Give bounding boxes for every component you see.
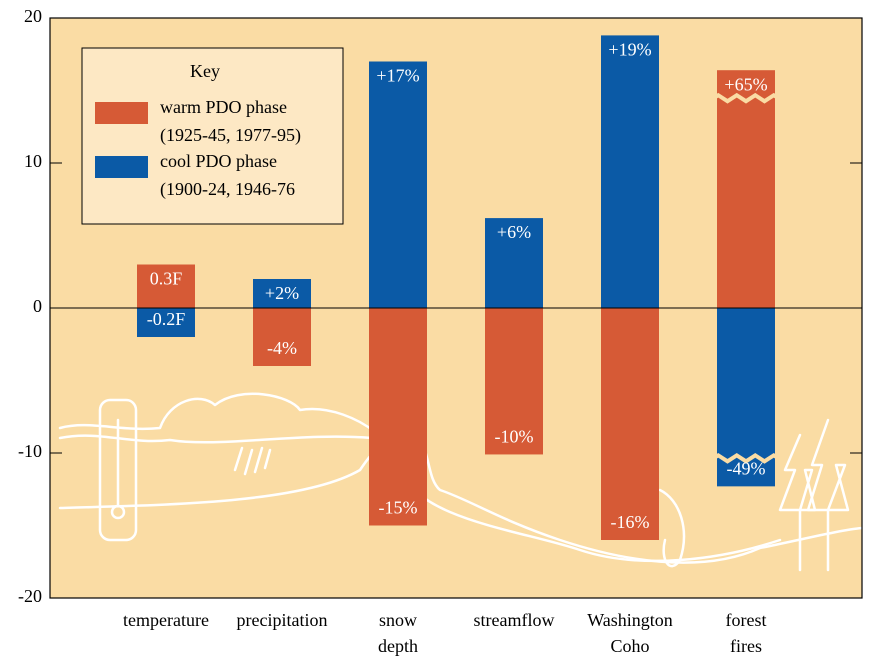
bar [717,308,775,487]
value-label: 0.3F [150,269,183,289]
y-tick-label: 0 [33,296,42,316]
bar [369,61,427,308]
value-label: -16% [611,512,650,532]
legend-swatch [95,156,148,178]
x-tick-label: streamflow [474,610,555,630]
value-label: -15% [379,498,418,518]
bar [253,279,311,308]
value-label: +17% [376,66,419,86]
illustration [58,392,864,572]
legend-swatch [95,102,148,124]
legend-label: warm PDO phase [160,97,287,117]
legend-period: (1925-45, 1977-95) [160,125,301,146]
value-label: +65% [724,74,767,94]
legend-title: Key [190,61,220,81]
bar [137,264,195,308]
bar [601,308,659,540]
legend: Key [81,47,344,225]
y-tick-label: -20 [18,586,42,606]
value-label: -49% [727,458,766,478]
value-label: +19% [608,40,651,60]
bar [369,308,427,526]
bar [601,35,659,309]
bar [485,218,543,308]
bar [137,308,195,337]
axis-break [707,92,785,104]
value-label: -10% [495,427,534,447]
y-tick-label: 20 [24,6,42,26]
bar [485,308,543,455]
x-tick-label: Washington Coho [587,610,673,656]
axis-break [707,452,785,464]
y-tick-label: 10 [24,151,42,171]
value-label: +6% [497,222,531,242]
x-tick-label: precipitation [237,610,328,630]
bar [253,308,311,366]
legend-label: cool PDO phase [160,151,277,171]
value-label: -0.2F [147,309,186,329]
y-tick-label: -10 [18,441,42,461]
value-label: -4% [267,338,297,358]
bar [717,70,775,308]
legend-box [81,47,344,225]
value-label: +2% [265,283,299,303]
legend-period: (1900-24, 1946-76 [160,179,295,200]
x-tick-label: snow depth [378,610,418,656]
x-tick-label: forest fires [726,610,767,656]
x-tick-label: temperature [123,610,209,630]
